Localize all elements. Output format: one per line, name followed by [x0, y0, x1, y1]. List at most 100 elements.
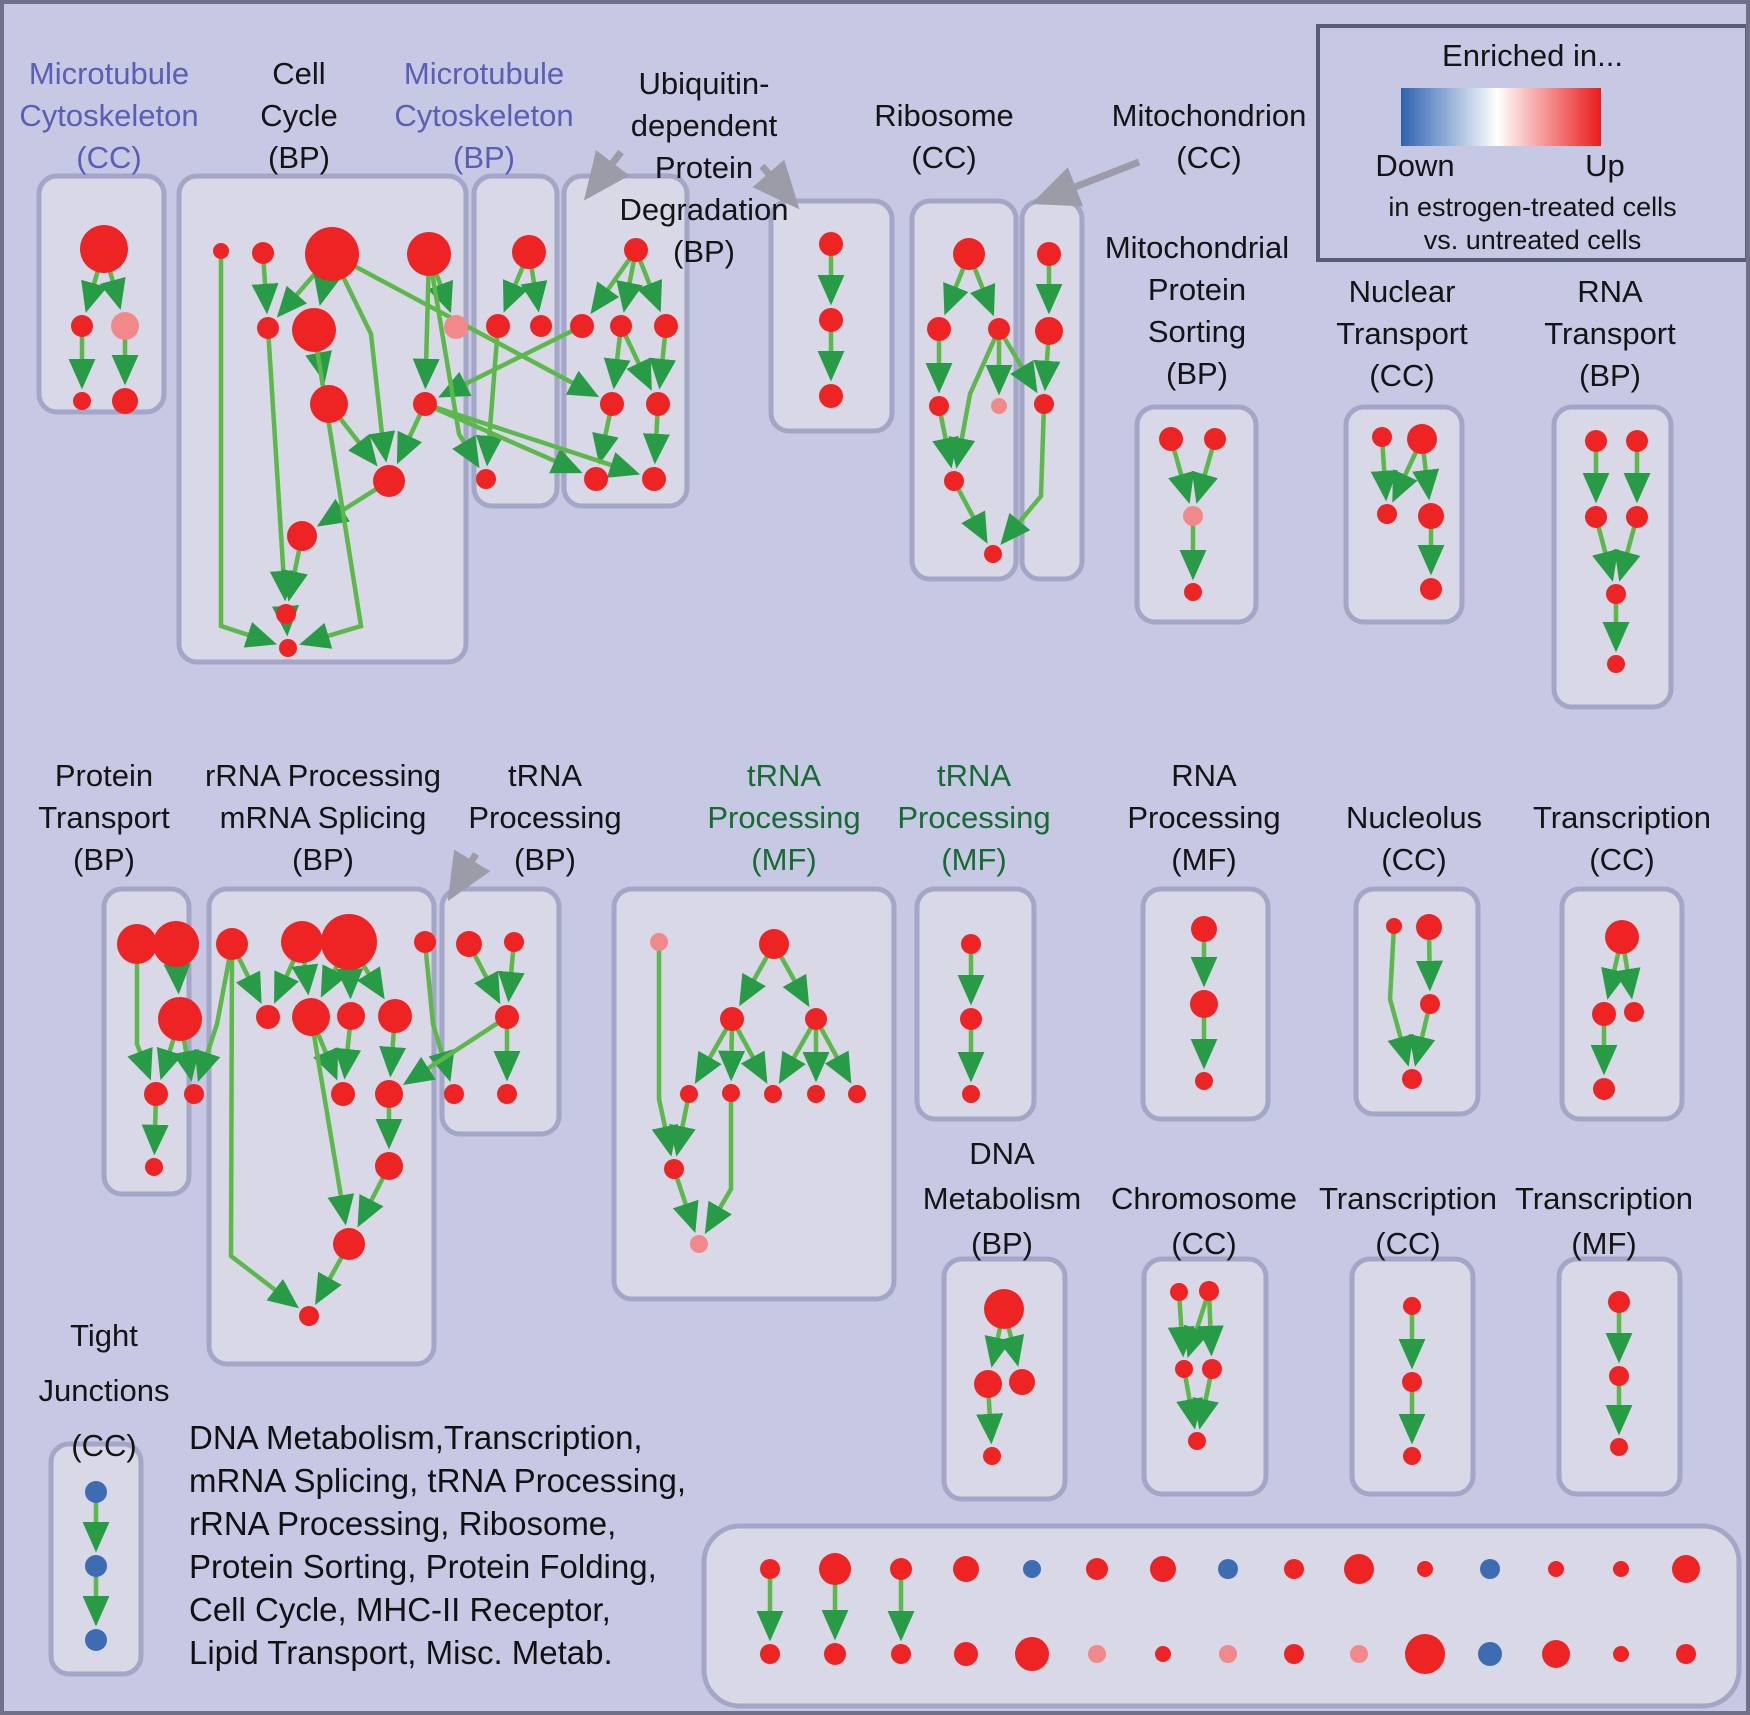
group-label-rna-transport: (BP)	[1579, 358, 1641, 393]
edge-arrow-rrna-processing-mrna-splicing	[228, 943, 299, 1309]
gene-node-protein-transport	[184, 1084, 204, 1104]
notes-line: Cell Cycle, MHC-II Receptor,	[189, 1591, 611, 1628]
gene-node-nuclear-transport	[1418, 503, 1444, 529]
edge-arrow-nucleolus	[1387, 925, 1414, 1067]
group-label-cell-cycle: Cycle	[260, 98, 338, 133]
gene-node-chromosome	[1170, 1283, 1188, 1301]
gene-node-mixed-summary-row	[1218, 1559, 1238, 1579]
edge-arrow-cross	[438, 323, 584, 398]
group-label-trna-processing-bp: Processing	[468, 800, 621, 835]
gene-node-rna-transport	[1626, 430, 1648, 452]
group-label-rna-processing-mf: Processing	[1127, 800, 1280, 835]
gene-node-ubiquitin-degradation-2	[819, 232, 843, 256]
edge-arrow-cross	[997, 327, 1038, 394]
gene-node-mixed-summary-row	[1613, 1646, 1629, 1662]
edge-arrow-trna-processing-mf-1	[704, 1093, 734, 1234]
group-label-mitochondrial-protein-sorting: Mitochondrial	[1105, 230, 1289, 265]
gene-node-mixed-summary-row	[1480, 1559, 1500, 1579]
gene-node-ribosome	[991, 398, 1007, 414]
gene-node-trna-processing-mf-1	[848, 1085, 866, 1103]
group-label-trna-processing-mf-2: Processing	[897, 800, 1050, 835]
group-label-trna-processing-mf-2: tRNA	[937, 758, 1011, 793]
gene-node-trna-processing-mf-1	[764, 1085, 782, 1103]
group-label-dna-metabolism: Metabolism	[923, 1181, 1082, 1216]
group-box-mixed-summary-row	[701, 1523, 1742, 1709]
legend-title: Enriched in...	[1442, 38, 1623, 73]
gene-node-trna-processing-bp	[495, 1005, 519, 1029]
gene-node-rna-transport	[1607, 655, 1625, 673]
group-label-transcription-cc-lower: Transcription	[1319, 1181, 1497, 1216]
gene-node-microtubule-cc	[111, 312, 139, 340]
gene-node-trna-processing-mf-1	[805, 1008, 827, 1030]
gene-node-dna-metabolism	[984, 1289, 1024, 1329]
group-label-cell-cycle: Cell	[272, 56, 325, 91]
gene-node-mixed-summary-row	[1405, 1634, 1445, 1674]
gene-node-mixed-summary-row	[890, 1558, 912, 1580]
edge-arrow-chromosome	[1176, 1368, 1203, 1430]
label-pointer-arrow	[1031, 158, 1141, 207]
group-label-cell-cycle: (BP)	[268, 140, 330, 175]
gene-node-rna-transport	[1606, 584, 1626, 604]
group-label-rna-processing-mf: (MF)	[1171, 842, 1236, 877]
edge-arrow-ubiquitin-degradation-1	[590, 248, 638, 315]
edge-arrow-ribosome	[952, 479, 988, 544]
gene-node-trna-processing-mf-1	[807, 1085, 825, 1103]
label-pointer-arrow	[447, 849, 491, 902]
gene-node-trna-processing-bp	[497, 1084, 517, 1104]
gene-node-mixed-summary-row	[1284, 1644, 1304, 1664]
gene-node-trna-processing-mf-1	[690, 1235, 708, 1253]
group-box-chromosome	[1141, 1256, 1269, 1497]
gene-node-nuclear-transport	[1407, 424, 1437, 454]
gene-node-rna-processing-mf	[1191, 916, 1217, 942]
group-label-ribosome: (CC)	[911, 140, 976, 175]
gene-node-trna-processing-mf-1	[720, 1007, 744, 1031]
group-label-ubiquitin-degradation-1: dependent	[631, 108, 778, 143]
gene-node-microtubule-cc	[112, 388, 138, 414]
gene-node-trna-processing-mf-2	[961, 934, 981, 954]
edge-arrow-trna-processing-mf-1	[651, 942, 679, 1157]
gene-node-mixed-summary-row	[1676, 1644, 1696, 1664]
group-label-nuclear-transport: Transport	[1336, 316, 1468, 351]
group-label-tight-junctions: (CC)	[71, 1428, 136, 1463]
group-box-trna-processing-mf-2	[914, 886, 1037, 1122]
gene-node-transcription-cc-upper	[1605, 920, 1639, 954]
edge-arrow-cell-cycle	[218, 251, 277, 648]
gene-node-trna-processing-mf-2	[962, 1085, 980, 1103]
gene-node-ubiquitin-degradation-1	[610, 315, 632, 337]
edge-arrow-chromosome	[1184, 1290, 1212, 1358]
gene-node-rrna-processing-mrna-splicing	[321, 914, 377, 970]
gene-node-mixed-summary-row	[1088, 1645, 1106, 1663]
legend-gradient-bar	[1401, 88, 1601, 146]
gene-node-mixed-summary-row	[1672, 1555, 1700, 1583]
gene-node-dna-metabolism	[1009, 1369, 1035, 1395]
gene-node-cell-cycle	[373, 465, 405, 497]
gene-node-rrna-processing-mrna-splicing	[299, 1306, 319, 1326]
gene-node-mixed-summary-row	[1613, 1561, 1629, 1577]
group-label-dna-metabolism: DNA	[969, 1136, 1035, 1171]
edge-arrow-trna-processing-mf-1	[814, 1017, 852, 1084]
group-label-rrna-processing-mrna-splicing: rRNA Processing	[205, 758, 441, 793]
group-label-microtubule-bp: Microtubule	[404, 56, 564, 91]
gene-node-transcription-mf	[1610, 1438, 1628, 1456]
group-label-rna-transport: Transport	[1544, 316, 1676, 351]
gene-node-mitochondrion	[1035, 317, 1063, 345]
gene-node-trna-processing-mf-1	[680, 1085, 698, 1103]
gene-node-cell-cycle	[257, 317, 279, 339]
gene-node-mixed-summary-row	[1417, 1561, 1433, 1577]
gene-node-mixed-summary-row	[1478, 1642, 1502, 1666]
label-pointer-arrow	[583, 149, 630, 201]
gene-node-rna-transport	[1585, 430, 1607, 452]
gene-node-trna-processing-bp	[456, 931, 482, 957]
notes-line: Lipid Transport, Misc. Metab.	[189, 1634, 613, 1671]
group-label-microtubule-cc: Cytoskeleton	[19, 98, 198, 133]
group-label-tight-junctions: Junctions	[39, 1373, 170, 1408]
group-label-microtubule-bp: (BP)	[453, 140, 515, 175]
gene-node-protein-transport	[144, 1082, 168, 1106]
group-label-transcription-mf: Transcription	[1515, 1181, 1693, 1216]
gene-node-tight-junctions	[85, 1555, 107, 1577]
gene-node-cell-cycle	[276, 604, 296, 624]
group-label-ribosome: Ribosome	[874, 98, 1014, 133]
group-label-trna-processing-mf-1: tRNA	[747, 758, 821, 793]
edge-arrow-cell-cycle	[329, 253, 396, 463]
gene-node-dna-metabolism	[974, 1370, 1002, 1398]
